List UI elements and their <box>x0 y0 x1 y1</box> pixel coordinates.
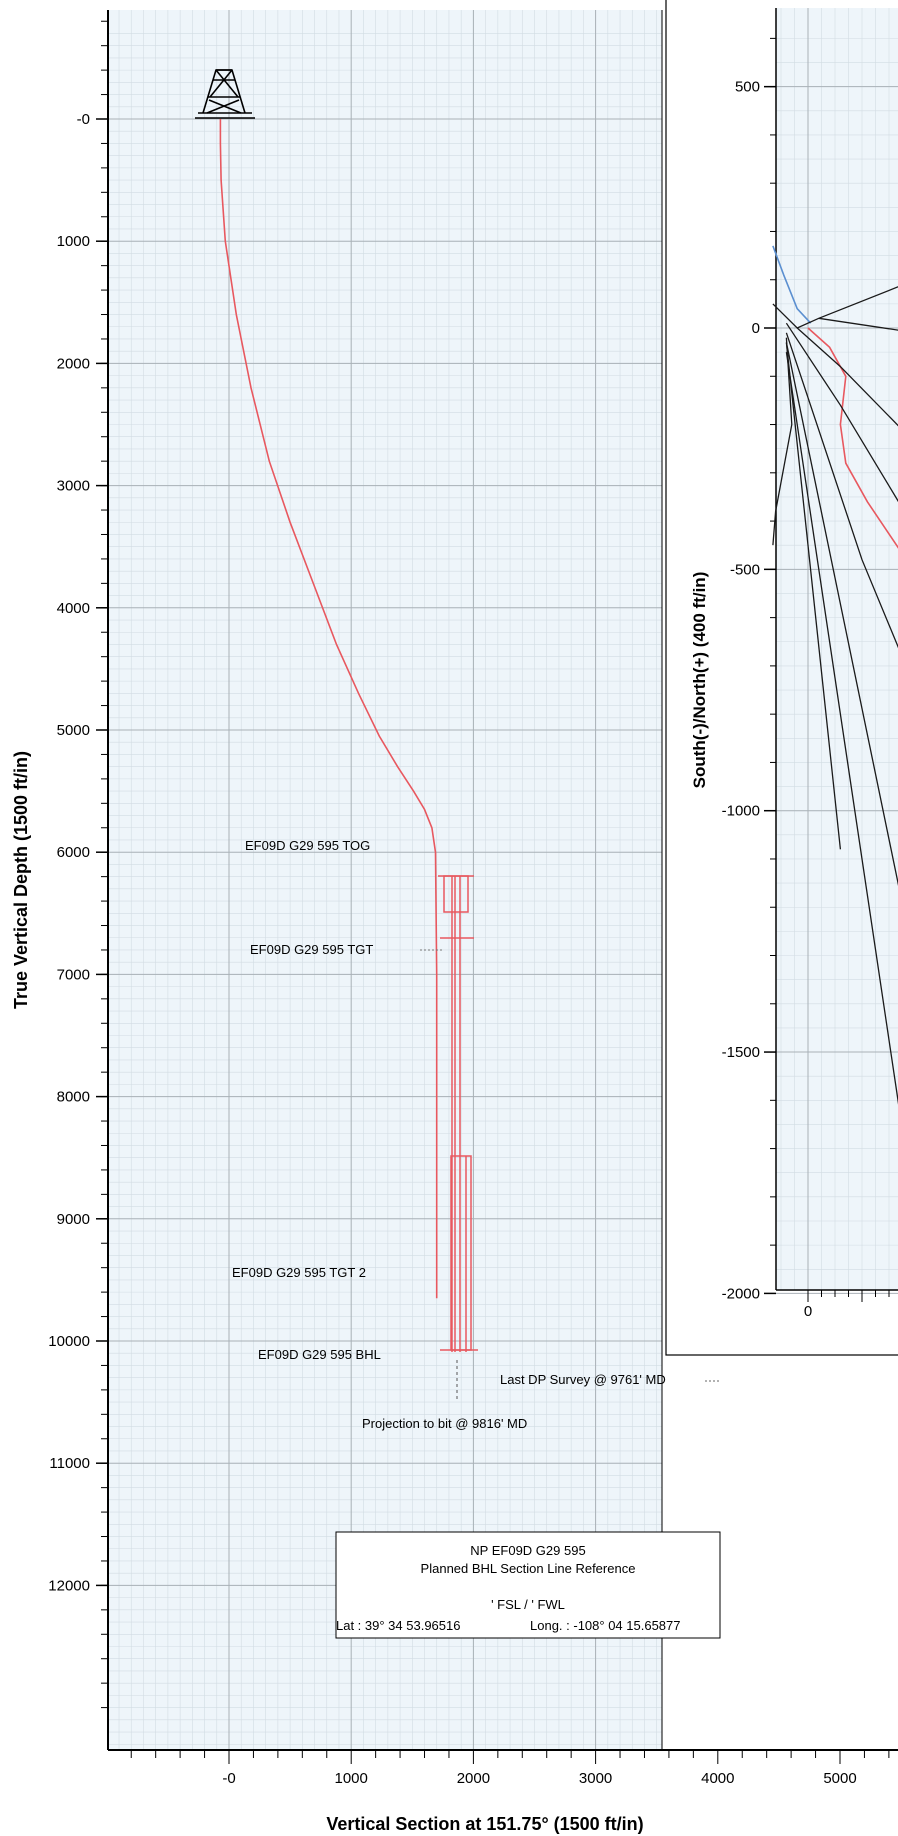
left-tick-marks <box>96 20 890 1764</box>
target-label-tgt: EF09D G29 595 TGT <box>250 942 373 957</box>
well-path-line <box>219 119 438 1299</box>
right-y-tick-label: -1500 <box>722 1044 760 1061</box>
right-y-tick-label: -2000 <box>722 1285 760 1302</box>
drilling-rig-icon <box>195 69 255 119</box>
plan-section-line <box>772 286 898 329</box>
plan-section-line <box>785 342 898 887</box>
left-y-axis-label: True Vertical Depth (1500 ft/in) <box>11 751 31 1009</box>
left-y-tick-label: 9000 <box>57 1211 90 1228</box>
right-y-tick-label: -500 <box>730 561 760 578</box>
left-y-tick-label: 5000 <box>57 722 90 739</box>
plan-section-line <box>785 332 898 649</box>
right-y-tick-label: 0 <box>752 320 760 337</box>
plan-view-chart: 500 0 -500 -1000 -1500 -2000 0 South(-)/North… <box>665 0 898 1356</box>
left-y-tick-label: 2000 <box>57 355 90 372</box>
left-x-tick-labels: -0 1000 2000 3000 4000 5000 <box>222 1770 856 1787</box>
right-major-grid <box>776 8 898 1294</box>
right-tick-marks <box>764 37 890 1302</box>
left-series-layer <box>219 119 438 1299</box>
left-y-tick-label: 4000 <box>57 600 90 617</box>
annotation-last-survey: Last DP Survey @ 9761' MD <box>500 1372 666 1387</box>
plan-offset-well-line <box>772 245 812 324</box>
left-x-axis-label: Vertical Section at 151.75° (1500 ft/in) <box>326 1814 643 1834</box>
right-x-tick-labels: 0 <box>804 1303 812 1320</box>
plan-section-line <box>785 352 898 1105</box>
left-x-tick-label: 2000 <box>457 1770 490 1787</box>
left-plot-background <box>108 10 662 1750</box>
right-x-tick-label: 0 <box>804 1303 812 1320</box>
left-y-tick-label: 3000 <box>57 478 90 495</box>
left-x-tick-label: 3000 <box>579 1770 612 1787</box>
right-y-tick-labels: 500 0 -500 -1000 -1500 -2000 <box>722 79 760 1303</box>
right-y-tick-label: 500 <box>735 79 760 96</box>
info-box-latitude: Lat : 39° 34 53.96516 <box>336 1618 460 1633</box>
right-series-layer <box>772 245 898 1105</box>
left-y-tick-label: 10000 <box>48 1333 90 1350</box>
info-box-fsl-fwl: ' FSL / ' FWL <box>491 1597 565 1612</box>
left-y-tick-label: 11000 <box>49 1455 90 1472</box>
left-y-tick-label: 8000 <box>57 1089 90 1106</box>
left-major-grid <box>108 10 662 1750</box>
target-label-tog: EF09D G29 595 TOG <box>245 838 370 853</box>
left-y-tick-label: 12000 <box>48 1577 90 1594</box>
left-y-tick-labels: -0 1000 2000 3000 4000 5000 6000 7000 8000 9000 10… <box>48 111 90 1594</box>
right-y-tick-label: -1000 <box>722 803 760 820</box>
plan-well-path-line <box>807 327 898 549</box>
info-box-longitude: Long. : -108° 04 15.65877 <box>530 1618 681 1633</box>
target-label-bhl: EF09D G29 595 BHL <box>258 1347 381 1362</box>
annotation-projection: Projection to bit @ 9816' MD <box>362 1416 527 1431</box>
plan-section-line <box>796 327 898 427</box>
target-label-tgt2: EF09D G29 595 TGT 2 <box>232 1265 366 1280</box>
left-y-tick-label: 7000 <box>57 966 90 983</box>
plan-section-line <box>772 424 793 546</box>
left-x-tick-label: -0 <box>222 1770 235 1787</box>
left-y-tick-label: 6000 <box>57 844 90 861</box>
plan-section-line <box>785 342 842 850</box>
left-x-tick-label: 1000 <box>335 1770 368 1787</box>
left-x-tick-label: 5000 <box>823 1770 856 1787</box>
plan-section-line <box>818 317 898 331</box>
left-x-tick-label: 4000 <box>701 1770 734 1787</box>
info-box-reference: Planned BHL Section Line Reference <box>421 1561 636 1576</box>
section-info-box: NP EF09D G29 595 Planned BHL Section Lin… <box>335 1531 721 1639</box>
info-box-well-name: NP EF09D G29 595 <box>470 1543 585 1558</box>
vertical-section-chart: -010002000300040005000600070008000900010… <box>11 10 898 1834</box>
plan-section-line <box>785 337 793 425</box>
left-y-tick-label: 1000 <box>57 233 90 250</box>
left-y-tick-label: -0 <box>77 111 90 128</box>
right-y-axis-label: South(-)/North(+) (400 ft/in) <box>690 572 709 789</box>
plan-section-line <box>785 322 898 503</box>
target-boxes <box>438 875 478 1352</box>
